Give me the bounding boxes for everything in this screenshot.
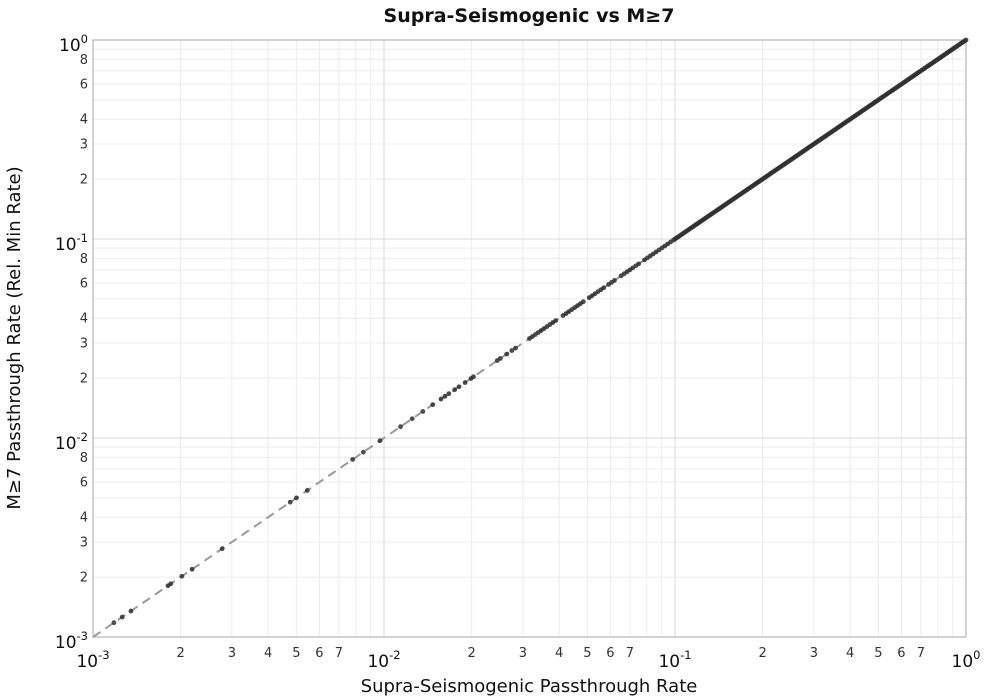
x-minor-tick-label: 4 bbox=[264, 646, 272, 661]
data-point bbox=[219, 546, 225, 552]
x-minor-tick-label: 7 bbox=[917, 646, 925, 661]
data-point bbox=[471, 374, 476, 380]
data-point bbox=[497, 356, 503, 361]
data-point bbox=[111, 620, 117, 626]
y-minor-tick-label: 2 bbox=[80, 372, 88, 387]
data-point bbox=[452, 387, 458, 393]
y-minor-tick-label: 3 bbox=[80, 536, 88, 551]
data-point bbox=[963, 37, 969, 43]
data-point bbox=[513, 345, 518, 351]
y-minor-tick-label: 6 bbox=[80, 78, 88, 93]
data-point bbox=[350, 457, 355, 462]
data-point bbox=[304, 488, 310, 493]
y-minor-tick-label: 3 bbox=[80, 138, 88, 153]
y-major-tick-label: 100 bbox=[59, 32, 88, 56]
y-minor-tick-label: 8 bbox=[80, 53, 88, 68]
x-minor-tick-label: 6 bbox=[897, 646, 905, 661]
data-point bbox=[377, 438, 383, 444]
y-major-tick-label: 10-2 bbox=[55, 430, 88, 454]
data-point bbox=[456, 384, 462, 390]
data-point bbox=[360, 449, 366, 455]
scatter-points bbox=[111, 37, 969, 626]
data-point bbox=[601, 285, 607, 291]
data-point bbox=[128, 608, 134, 614]
data-point bbox=[430, 402, 436, 408]
data-point bbox=[409, 416, 415, 422]
x-axis-label: Supra-Seismogenic Passthrough Rate bbox=[361, 676, 698, 697]
x-minor-tick-label: 6 bbox=[606, 646, 614, 661]
y-axis-tick-labels: 10-3 10-2 10-1 100 2 3 4 6 8 2 3 4 6 8 2 3 4 6 8 bbox=[55, 32, 88, 653]
y-minor-tick-label: 2 bbox=[80, 571, 88, 586]
data-point bbox=[179, 573, 185, 579]
plot-border bbox=[92, 39, 967, 638]
y-axis-label: M≥7 Passthrough Rate (Rel. Min Rate) bbox=[4, 166, 25, 509]
data-point bbox=[580, 299, 586, 305]
x-minor-tick-label: 5 bbox=[874, 646, 882, 661]
data-point bbox=[553, 318, 559, 323]
y-minor-tick-label: 4 bbox=[80, 113, 88, 128]
data-point bbox=[168, 581, 174, 587]
data-point bbox=[612, 277, 617, 283]
x-minor-tick-label: 2 bbox=[176, 646, 184, 661]
y-minor-tick-label: 4 bbox=[80, 511, 88, 526]
y-minor-tick-label: 8 bbox=[80, 252, 88, 267]
data-point bbox=[442, 393, 448, 399]
y-minor-tick-label: 6 bbox=[80, 476, 88, 491]
data-point bbox=[119, 614, 125, 620]
y-minor-tick-label: 6 bbox=[80, 277, 88, 292]
x-minor-tick-label: 2 bbox=[467, 646, 475, 661]
y-minor-tick-label: 3 bbox=[80, 337, 88, 352]
data-point bbox=[420, 409, 426, 414]
x-minor-tick-label: 5 bbox=[583, 646, 591, 661]
x-major-tick-label: 10-1 bbox=[658, 648, 691, 672]
x-minor-tick-label: 3 bbox=[810, 646, 818, 661]
data-point bbox=[504, 351, 510, 357]
x-minor-tick-label: 3 bbox=[519, 646, 527, 661]
x-minor-tick-label: 6 bbox=[315, 646, 323, 661]
data-point bbox=[398, 424, 403, 430]
minor-gridlines bbox=[93, 40, 966, 637]
data-point bbox=[636, 261, 642, 267]
y-minor-tick-label: 4 bbox=[80, 312, 88, 327]
chart-title: Supra-Seismogenic vs M≥7 bbox=[384, 5, 675, 27]
data-point bbox=[509, 348, 515, 353]
y-major-tick-label: 10-1 bbox=[55, 231, 88, 255]
x-minor-tick-label: 7 bbox=[626, 646, 634, 661]
data-point bbox=[287, 499, 293, 505]
x-major-tick-label: 100 bbox=[952, 648, 981, 672]
x-major-tick-label: 10-3 bbox=[76, 648, 109, 672]
x-minor-tick-label: 4 bbox=[555, 646, 563, 661]
data-point bbox=[438, 396, 444, 402]
x-major-tick-label: 10-2 bbox=[367, 648, 400, 672]
y-major-tick-label: 10-3 bbox=[55, 629, 88, 653]
data-point bbox=[189, 566, 195, 572]
x-minor-tick-label: 7 bbox=[335, 646, 343, 661]
y-minor-tick-label: 8 bbox=[80, 451, 88, 466]
x-minor-tick-label: 4 bbox=[846, 646, 854, 661]
x-minor-tick-label: 3 bbox=[228, 646, 236, 661]
data-point bbox=[294, 495, 299, 501]
data-point bbox=[462, 380, 468, 385]
data-point bbox=[446, 391, 452, 397]
x-minor-tick-label: 2 bbox=[758, 646, 766, 661]
x-minor-tick-label: 5 bbox=[292, 646, 300, 661]
y-minor-tick-label: 2 bbox=[80, 173, 88, 188]
